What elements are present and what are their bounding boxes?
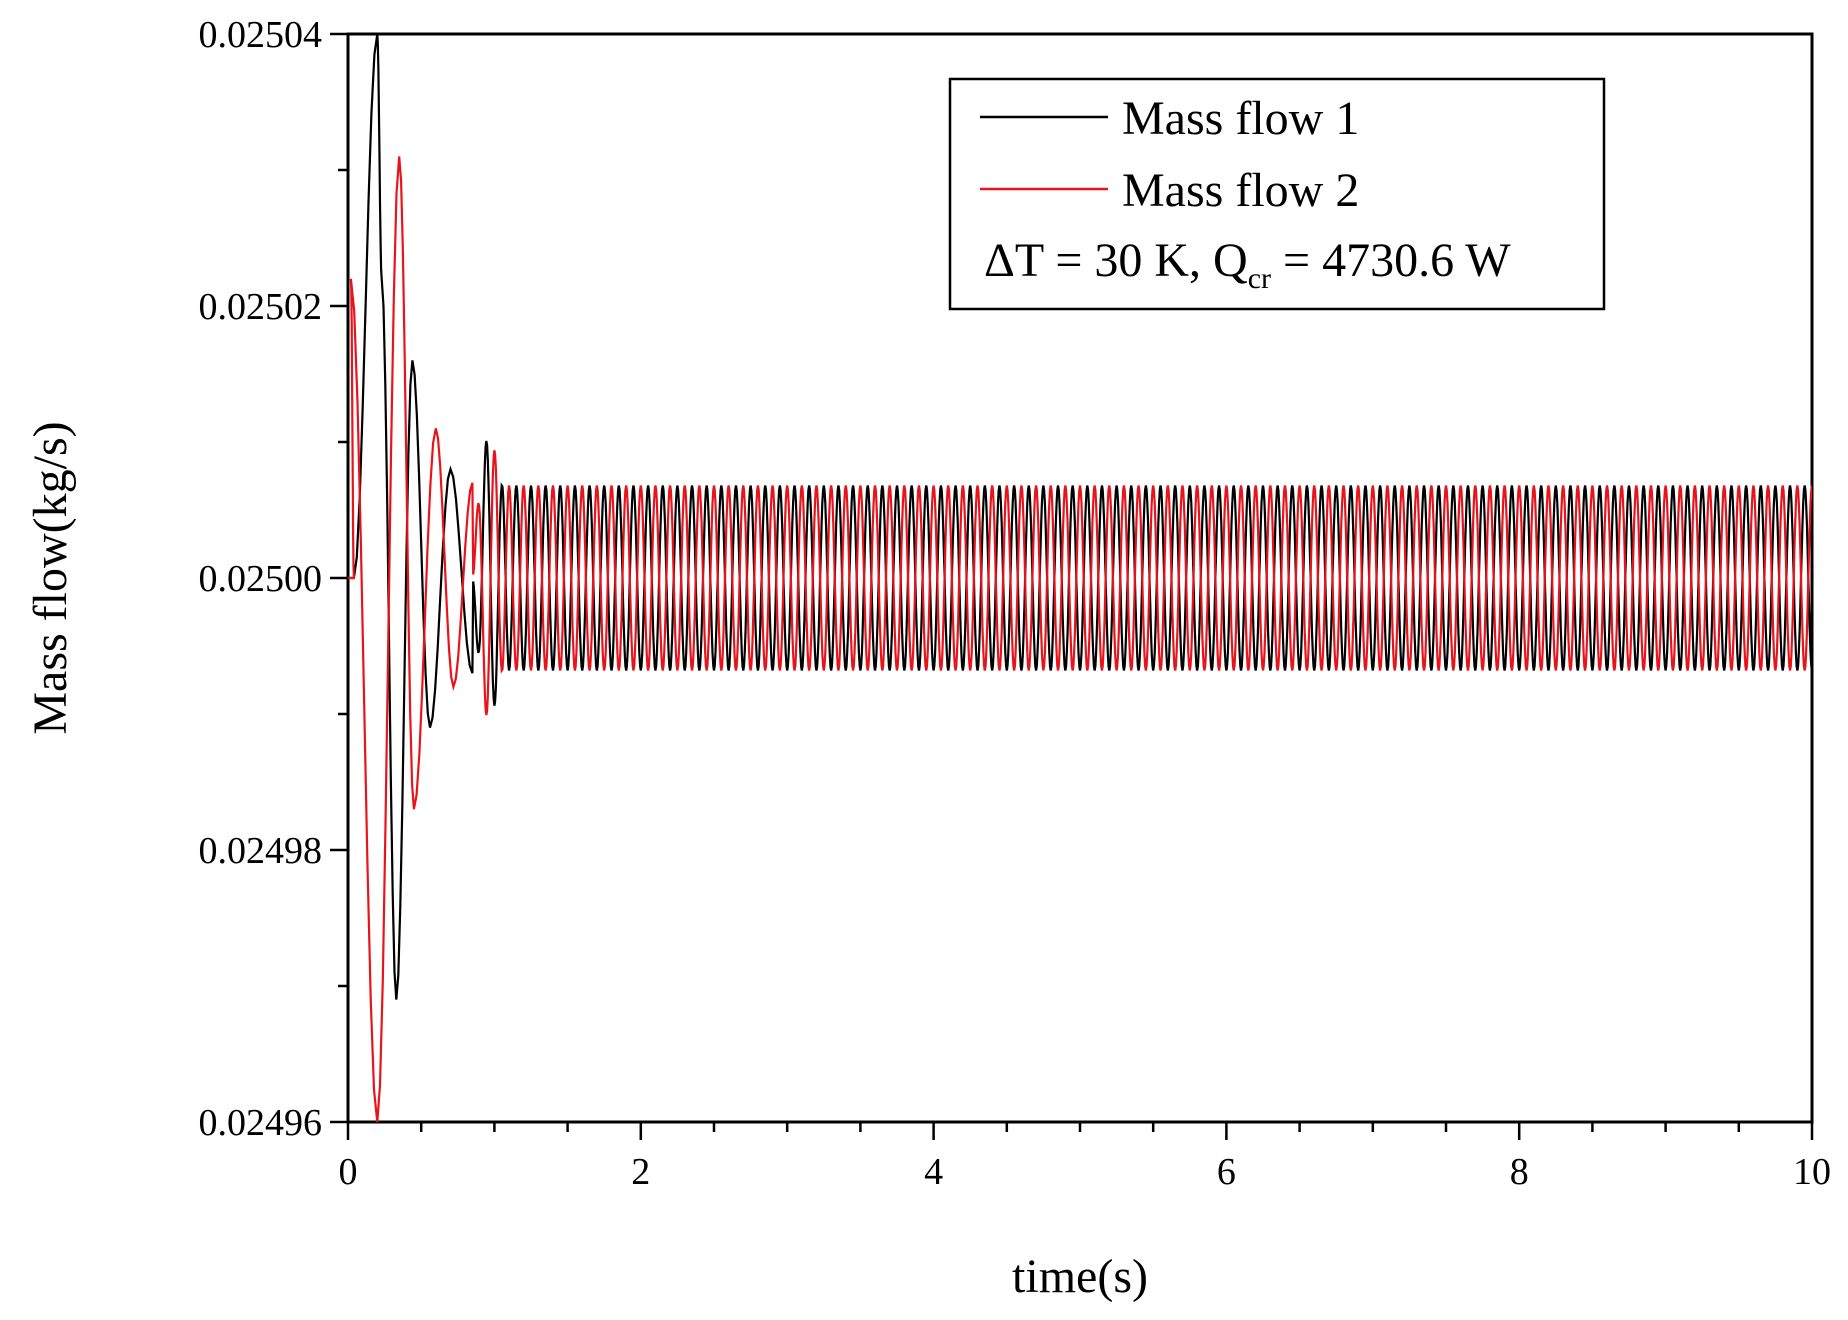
x-tick-label: 2 xyxy=(631,1151,650,1193)
series-layer xyxy=(348,34,1812,1122)
y-axis-title: Mass flow(kg/s) xyxy=(24,421,77,734)
x-tick-label: 4 xyxy=(924,1151,943,1193)
y-tick-label: 0.02504 xyxy=(199,14,323,56)
legend-annotation: ΔT = 30 K, Qcr = 4730.6 W xyxy=(984,234,1511,295)
x-axis-title: time(s) xyxy=(1012,1250,1148,1303)
y-tick-label: 0.02500 xyxy=(199,558,323,600)
annotation-suffix: = 4730.6 W xyxy=(1271,234,1511,287)
y-axis: 0.02496 0.02498 0.02500 0.02502 0.02504 xyxy=(199,14,348,1144)
legend-label-mass-flow-2: Mass flow 2 xyxy=(1122,164,1359,217)
y-tick-label: 0.02496 xyxy=(199,1102,323,1144)
series-line-mass-flow-2 xyxy=(348,156,1812,1122)
annotation-subscript: cr xyxy=(1248,262,1271,295)
x-axis: 0 2 4 6 8 10 xyxy=(339,1122,1831,1193)
x-tick-label: 0 xyxy=(339,1151,358,1193)
y-tick-label: 0.02502 xyxy=(199,286,323,328)
y-tick-label: 0.02498 xyxy=(199,830,323,872)
x-tick-label: 10 xyxy=(1793,1151,1831,1193)
x-tick-label: 6 xyxy=(1217,1151,1236,1193)
x-tick-label: 8 xyxy=(1510,1151,1529,1193)
legend-label-mass-flow-1: Mass flow 1 xyxy=(1122,92,1359,145)
legend: Mass flow 1 Mass flow 2 ΔT = 30 K, Qcr =… xyxy=(948,77,1606,311)
annotation-prefix: ΔT = 30 K, Q xyxy=(984,234,1248,287)
